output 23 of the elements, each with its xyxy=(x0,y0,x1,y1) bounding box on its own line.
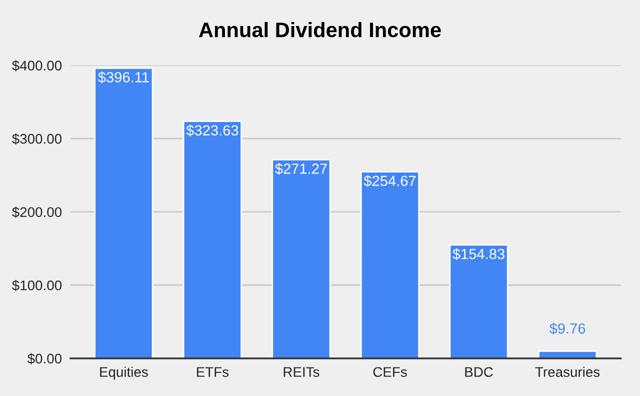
data-label: $271.27 xyxy=(275,162,327,175)
data-label: $396.11 xyxy=(98,71,149,84)
y-tick-label: $200.00 xyxy=(12,206,62,218)
x-tick-label: Treasuries xyxy=(535,366,600,377)
x-tick-label: ETFs xyxy=(196,367,229,377)
x-tick-label: Equities xyxy=(100,366,148,380)
data-label: $154.83 xyxy=(452,248,504,260)
x-tick-label: CEFs xyxy=(373,367,407,377)
y-tick-label: $100.00 xyxy=(12,280,62,292)
chart-title: Annual Dividend Income xyxy=(198,22,441,38)
bar xyxy=(449,244,508,358)
data-label: $254.67 xyxy=(364,175,416,187)
bar xyxy=(94,67,154,358)
data-label: $9.76 xyxy=(549,322,586,335)
data-label: $323.63 xyxy=(186,124,238,136)
y-tick-label: $0.00 xyxy=(27,353,62,364)
y-tick-label: $400.00 xyxy=(12,60,62,72)
bar xyxy=(272,158,331,358)
x-tick-label: REITs xyxy=(284,367,320,377)
bar xyxy=(182,120,242,358)
x-tick-label: BDC xyxy=(465,367,493,377)
y-tick-label: $300.00 xyxy=(12,133,62,145)
bar xyxy=(360,171,420,358)
